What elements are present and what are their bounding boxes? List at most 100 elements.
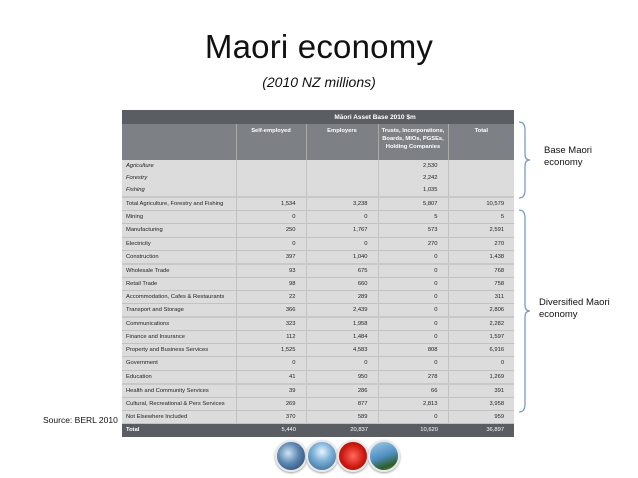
row-cell: 41 — [235, 370, 306, 385]
table-row: Accommodation, Cafes & Restaurants 22 289 0… — [122, 290, 515, 305]
row-cell: 286 — [305, 382, 378, 398]
diversified-economy-label: Diversified Maori economy — [539, 297, 610, 320]
row-cell: 370 — [235, 410, 306, 424]
slide-title: Maori economy — [204, 28, 434, 65]
total-cell: 10,620 — [378, 423, 448, 437]
table-row: Government 0 0 0 0 — [122, 356, 515, 371]
row-cell — [447, 184, 515, 198]
row-cell: 4,583 — [305, 343, 378, 358]
row-cell: 768 — [447, 262, 515, 278]
row-cell: 0 — [377, 250, 448, 265]
table-row: Construction 397 1,040 0 1,438 — [122, 250, 515, 265]
base-economy-brace — [518, 121, 531, 199]
total-cell: 36,897 — [448, 423, 515, 437]
row-cell — [447, 160, 515, 173]
row-cell: 573 — [377, 223, 448, 238]
header-blank — [122, 124, 236, 160]
row-cell: 1,958 — [305, 316, 378, 332]
row-cell: 2,530 — [377, 160, 448, 173]
row-cell: 269 — [235, 397, 306, 411]
row-label: Fishing — [126, 187, 145, 194]
row-cell: 0 — [377, 410, 448, 424]
row-label: Construction — [122, 250, 236, 265]
row-cell: 0 — [447, 356, 515, 371]
row-cell: 589 — [305, 410, 378, 424]
row-cell: 2,806 — [447, 303, 515, 318]
row-cell: 250 — [235, 223, 306, 238]
row-cell: 3,958 — [447, 397, 515, 411]
row-cell: 1,438 — [447, 250, 515, 265]
table-row: Communications 323 1,958 0 2,282 — [122, 316, 515, 332]
row-cell: 0 — [305, 237, 378, 251]
row-cell: 758 — [447, 277, 515, 291]
diversified-economy-brace — [518, 209, 531, 413]
total-cell: 5,440 — [236, 423, 306, 437]
row-label: Cultural, Recreational & Pers Services — [122, 397, 236, 411]
table-row: Fishing 1,035 — [122, 184, 515, 198]
row-label: Transport and Storage — [122, 303, 236, 318]
row-cell: 10,579 — [447, 196, 515, 212]
row-cell: 1,597 — [447, 330, 515, 345]
col-header-employers: Employers — [305, 124, 378, 160]
row-cell: 0 — [305, 210, 378, 225]
row-cell: 0 — [377, 290, 448, 305]
row-label: Forestry — [126, 175, 148, 182]
row-cell: 877 — [305, 397, 378, 411]
row-cell: 1,269 — [447, 370, 515, 385]
row-cell: 397 — [235, 250, 306, 265]
table-row: Forestry 2,242 — [122, 172, 515, 185]
row-label: Total Agriculture, Forestry and Fishing — [122, 196, 236, 212]
row-cell — [305, 160, 378, 173]
row-cell: 1,484 — [305, 330, 378, 345]
row-label: Property and Business Services — [122, 343, 236, 358]
row-cell: 278 — [377, 370, 448, 385]
row-cell: 5 — [447, 210, 515, 225]
asset-table: Māori Asset Base 2010 $m Self-employed E… — [122, 110, 515, 437]
row-cell: 0 — [377, 262, 448, 278]
row-cell: 0 — [305, 356, 378, 371]
col-header-trusts: Trusts, Incorporations, Boards, MIOs, PG… — [377, 124, 448, 160]
row-cell: 5,807 — [377, 196, 448, 212]
row-cell: 2,813 — [377, 397, 448, 411]
row-cell — [447, 172, 515, 185]
row-cell: 950 — [305, 370, 378, 385]
row-label: Health and Community Services — [122, 382, 236, 398]
row-cell — [305, 184, 378, 198]
table-row: Manufacturing 250 1,767 573 2,591 — [122, 223, 515, 238]
row-cell: 391 — [447, 382, 515, 398]
total-cell: 20,837 — [306, 423, 378, 437]
row-cell: 0 — [377, 356, 448, 371]
row-cell: 22 — [235, 290, 306, 305]
table-row: Mining 0 0 5 5 — [122, 210, 515, 225]
row-cell: 289 — [305, 290, 378, 305]
row-cell: 1,534 — [235, 196, 306, 212]
row-cell: 2,591 — [447, 223, 515, 238]
total-row: Total 5,440 20,837 10,620 36,897 — [122, 423, 515, 437]
row-label: Wholesale Trade — [122, 262, 236, 278]
row-cell: 270 — [447, 237, 515, 251]
row-cell: 0 — [235, 210, 306, 225]
row-label: Communications — [122, 316, 236, 332]
base-economy-label: Base Maori economy — [544, 145, 593, 168]
row-cell: 2,282 — [447, 316, 515, 332]
row-cell: 5 — [377, 210, 448, 225]
row-cell: 808 — [377, 343, 448, 358]
source-note: Source: BERL 2010 — [43, 415, 118, 425]
waterfall-logo-icon — [306, 440, 338, 472]
row-cell: 0 — [235, 237, 306, 251]
row-label: Mining — [122, 210, 236, 225]
table-row: Electricity 0 0 270 270 — [122, 237, 515, 251]
row-cell — [235, 160, 306, 173]
row-cell: 98 — [235, 277, 306, 291]
asset-base-table: Māori Asset Base 2010 $m Self-employed E… — [122, 110, 515, 437]
row-cell: 66 — [377, 382, 448, 398]
landscape-logo-icon — [275, 440, 307, 472]
row-cell: 959 — [447, 410, 515, 424]
row-label: Accommodation, Cafes & Restaurants — [122, 290, 236, 305]
row-label: Agriculture — [126, 163, 154, 169]
row-cell: 323 — [235, 316, 306, 332]
table-row: Wholesale Trade 93 675 0 768 — [122, 262, 515, 278]
table-row: Property and Business Services 1,525 4,583… — [122, 343, 515, 358]
col-header-self-employed: Self-employed — [235, 124, 306, 160]
row-cell: 1,525 — [235, 343, 306, 358]
